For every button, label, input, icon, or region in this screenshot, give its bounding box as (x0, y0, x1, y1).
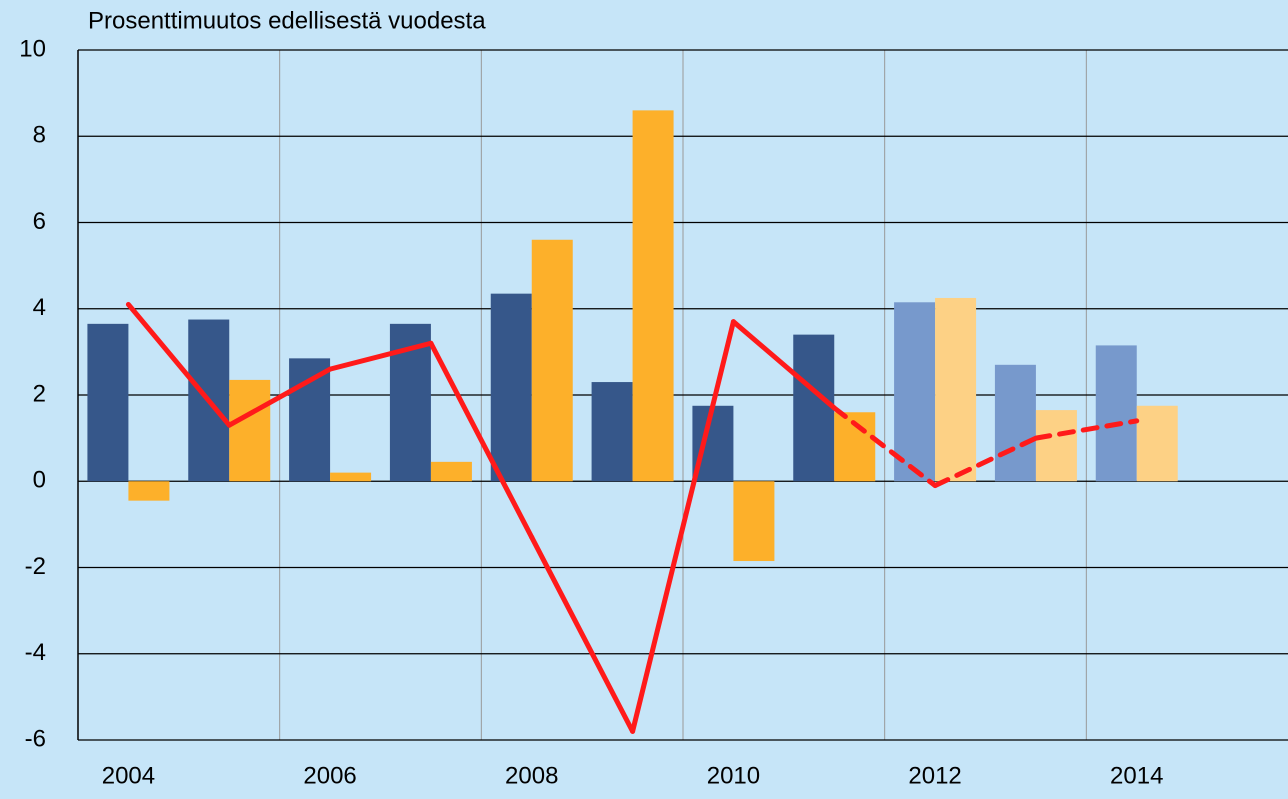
bar (935, 297, 977, 482)
line-segment (1033, 418, 1140, 441)
line-segment (932, 435, 1039, 489)
y-tick-label: 2 (33, 380, 46, 407)
line-segment (831, 405, 938, 489)
y-tick-label: 0 (33, 467, 46, 494)
bar (289, 358, 331, 482)
x-tick-label: 2012 (908, 762, 961, 789)
bar (1136, 405, 1178, 482)
line-segment (630, 319, 736, 734)
line-segment (125, 301, 232, 428)
x-tick-label: 2014 (1110, 762, 1163, 789)
bar (793, 334, 835, 482)
y-tick-label: -4 (25, 639, 46, 666)
bar (591, 382, 633, 482)
y-tick-label: 6 (33, 208, 46, 235)
bar (733, 481, 775, 562)
bar (87, 323, 129, 482)
bar (330, 472, 372, 482)
x-tick-label: 2004 (102, 762, 155, 789)
y-tick-label: 10 (19, 35, 46, 62)
y-tick-label: -6 (25, 725, 46, 752)
line-segment (428, 340, 535, 540)
chart-subtitle: Prosenttimuutos edellisestä vuodesta (88, 7, 486, 34)
line-segment (226, 366, 333, 428)
bar (1095, 345, 1137, 482)
y-tick-label: -2 (25, 553, 46, 580)
line-segment (730, 319, 837, 411)
x-tick-label: 2008 (505, 762, 558, 789)
bar (128, 481, 170, 501)
bar (430, 461, 472, 482)
x-tick-label: 2006 (303, 762, 356, 789)
line-segment (529, 534, 636, 734)
bar (490, 293, 532, 482)
bar (1035, 410, 1077, 482)
bar (894, 302, 936, 482)
line-segment (327, 340, 434, 372)
bar (229, 379, 271, 482)
bar (632, 110, 674, 482)
bar (531, 239, 573, 482)
y-tick-label: 4 (33, 294, 46, 321)
bar (994, 364, 1036, 482)
x-tick-label: 2010 (707, 762, 760, 789)
y-tick-label: 8 (33, 122, 46, 149)
